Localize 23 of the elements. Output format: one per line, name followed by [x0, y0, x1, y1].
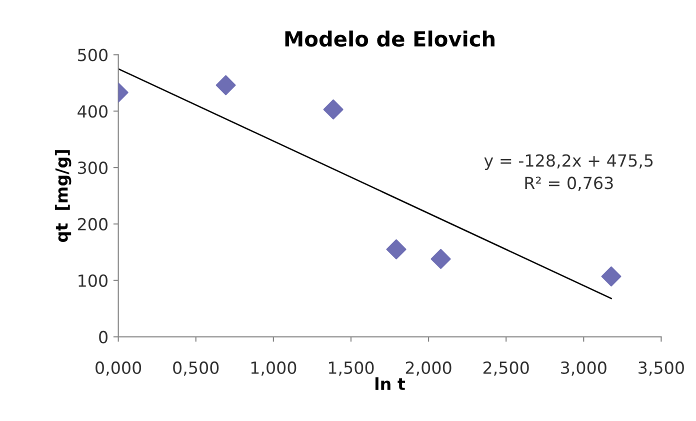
x-axis-title: ln t: [375, 377, 406, 390]
point: [216, 75, 236, 96]
x-tick-label: 1,500: [328, 361, 374, 376]
x-tick-label: 3,000: [561, 361, 606, 376]
chart-title: Modelo de Elovich: [285, 30, 494, 47]
y-tick-label: 400: [78, 105, 108, 118]
y-tick-label: 200: [78, 218, 108, 231]
x-tick-label: 2,500: [483, 361, 529, 376]
x-tick-label: 2,000: [406, 361, 452, 376]
x-tick-label: 3,500: [638, 361, 684, 376]
y-tick-label: 500: [78, 48, 108, 62]
point: [430, 248, 451, 269]
x-tick-label: 1,000: [251, 361, 296, 376]
y-axis-title: qt [mg/g]: [54, 150, 72, 242]
annotation: y = -128,2x + 475,5 R² = 0,763: [484, 154, 653, 191]
y-tick-label: 0: [99, 330, 108, 344]
x-tick-label: 0,500: [173, 361, 219, 376]
point: [386, 239, 406, 260]
x-tick-label: 0,000: [96, 361, 142, 376]
point: [601, 266, 622, 286]
y-tick-label: 300: [78, 162, 108, 174]
point: [323, 99, 344, 120]
y-tick-label: 100: [78, 274, 108, 287]
